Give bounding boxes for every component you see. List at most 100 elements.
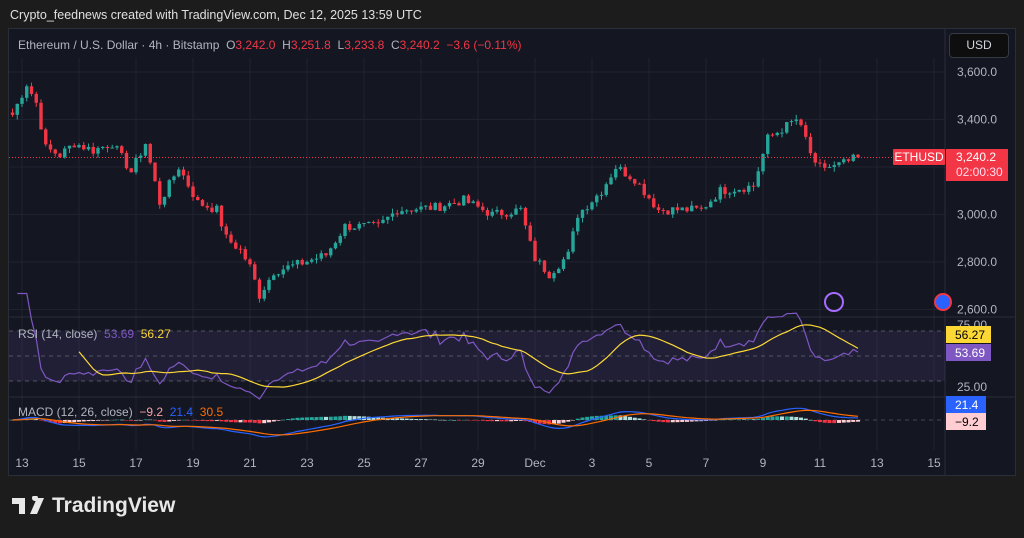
candle-body bbox=[167, 180, 171, 197]
macd-histogram-bar bbox=[504, 420, 509, 422]
candle-body bbox=[234, 242, 238, 249]
macd-histogram-bar bbox=[647, 420, 651, 421]
change-value: −3.6 (−0.11%) bbox=[446, 38, 522, 52]
macd-histogram-bar bbox=[153, 420, 157, 421]
macd-histogram-bar bbox=[856, 420, 860, 422]
macd-histogram-bar bbox=[205, 420, 210, 422]
candle-body bbox=[856, 154, 860, 158]
candle-body bbox=[761, 153, 765, 172]
macd-histogram-bar bbox=[172, 420, 176, 421]
candle-body bbox=[846, 159, 851, 161]
candle-body bbox=[656, 207, 661, 210]
candle-body bbox=[390, 213, 395, 217]
candle-body bbox=[348, 224, 352, 230]
macd-histogram-bar bbox=[414, 419, 419, 420]
candle-body bbox=[785, 122, 789, 133]
macd-histogram-bar bbox=[466, 420, 471, 421]
macd-histogram-bar bbox=[537, 420, 542, 424]
candle-body bbox=[780, 132, 784, 134]
candle-body bbox=[329, 248, 333, 256]
macd-histogram-bar bbox=[846, 420, 851, 423]
macd-histogram-bar bbox=[224, 420, 229, 422]
macd-histogram-bar bbox=[803, 418, 808, 420]
candle-body bbox=[15, 103, 19, 115]
macd-histogram-bar bbox=[533, 420, 537, 424]
countdown-timer: 02:00:30 bbox=[956, 165, 1003, 179]
candle-body bbox=[808, 136, 813, 154]
candle-body bbox=[200, 200, 205, 206]
macd-histogram-bar bbox=[822, 420, 827, 423]
macd-tag-value: 21.4 bbox=[955, 398, 979, 412]
candle-body bbox=[86, 146, 91, 150]
candle-body bbox=[813, 153, 817, 163]
macd-histogram-bar bbox=[96, 420, 100, 421]
macd-histogram-bar bbox=[518, 420, 523, 421]
candle-body bbox=[585, 209, 589, 211]
candle-body bbox=[324, 253, 328, 256]
time-tick-label: 27 bbox=[414, 456, 428, 470]
candle-body bbox=[661, 209, 665, 211]
macd-histogram-bar bbox=[827, 420, 832, 424]
macd-histogram-bar bbox=[770, 416, 775, 420]
macd-histogram-bar bbox=[233, 420, 238, 423]
candle-body bbox=[443, 206, 447, 211]
candle-body bbox=[405, 210, 409, 212]
open-value: 3,242.0 bbox=[235, 38, 276, 52]
candle-body bbox=[371, 221, 376, 223]
candle-body bbox=[742, 189, 746, 192]
candle-body bbox=[338, 236, 342, 243]
candle-body bbox=[623, 167, 627, 177]
macd-histogram-bar bbox=[480, 420, 485, 421]
candle-body bbox=[281, 269, 285, 275]
candle-body bbox=[595, 195, 599, 203]
candle-body bbox=[428, 205, 433, 210]
macd-histogram-bar bbox=[841, 420, 846, 423]
candle-body bbox=[504, 215, 509, 217]
macd-histogram-bar bbox=[314, 417, 319, 420]
macd-histogram-bar bbox=[300, 417, 305, 420]
macd-histogram-bar bbox=[461, 419, 466, 421]
candle-body bbox=[647, 195, 651, 199]
candle-body bbox=[143, 144, 148, 156]
candle-body bbox=[224, 226, 228, 235]
macd-histogram-bar bbox=[761, 418, 765, 420]
candle-body bbox=[343, 224, 347, 237]
candle-body bbox=[110, 147, 114, 149]
macd-hist-tag bbox=[946, 413, 986, 430]
candle-body bbox=[272, 275, 276, 280]
candle-body bbox=[775, 132, 779, 136]
macd-legend: MACD (12, 26, close) −9.2 21.4 30.5 bbox=[18, 405, 223, 419]
candle-body bbox=[158, 181, 162, 205]
macd-histogram-bar bbox=[138, 420, 143, 421]
macd-histogram-bar bbox=[162, 420, 167, 422]
candle-body bbox=[694, 205, 699, 208]
macd-histogram-bar bbox=[561, 420, 566, 423]
macd-histogram-bar bbox=[191, 420, 195, 421]
symbol-title: Ethereum / U.S. Dollar · 4h · Bitstamp bbox=[18, 38, 220, 52]
macd-histogram-bar bbox=[110, 419, 115, 421]
macd-histogram-bar bbox=[357, 416, 362, 420]
candle-body bbox=[433, 203, 437, 210]
candle-body bbox=[205, 205, 209, 208]
candle-body bbox=[542, 260, 547, 272]
time-tick-label: 5 bbox=[646, 456, 653, 470]
logo-text: TradingView bbox=[52, 494, 176, 517]
candle-body bbox=[519, 207, 523, 209]
candle-body bbox=[652, 198, 656, 208]
candle-body bbox=[723, 187, 727, 195]
candle-body bbox=[756, 171, 760, 187]
chart-frame[interactable] bbox=[8, 28, 1016, 476]
macd-histogram-bar bbox=[328, 416, 333, 420]
macd-histogram-bar bbox=[157, 420, 162, 422]
macd-histogram-bar bbox=[53, 420, 58, 423]
macd-histogram-bar bbox=[618, 415, 623, 420]
macd-histogram-bar bbox=[34, 418, 39, 420]
macd-histogram-bar bbox=[428, 419, 433, 421]
candle-body bbox=[215, 205, 219, 212]
macd-histogram-bar bbox=[419, 419, 423, 420]
candle-body bbox=[789, 121, 794, 123]
time-tick-label: 17 bbox=[129, 456, 143, 470]
currency-button[interactable]: USD bbox=[949, 33, 1009, 58]
candle-body bbox=[823, 163, 827, 168]
